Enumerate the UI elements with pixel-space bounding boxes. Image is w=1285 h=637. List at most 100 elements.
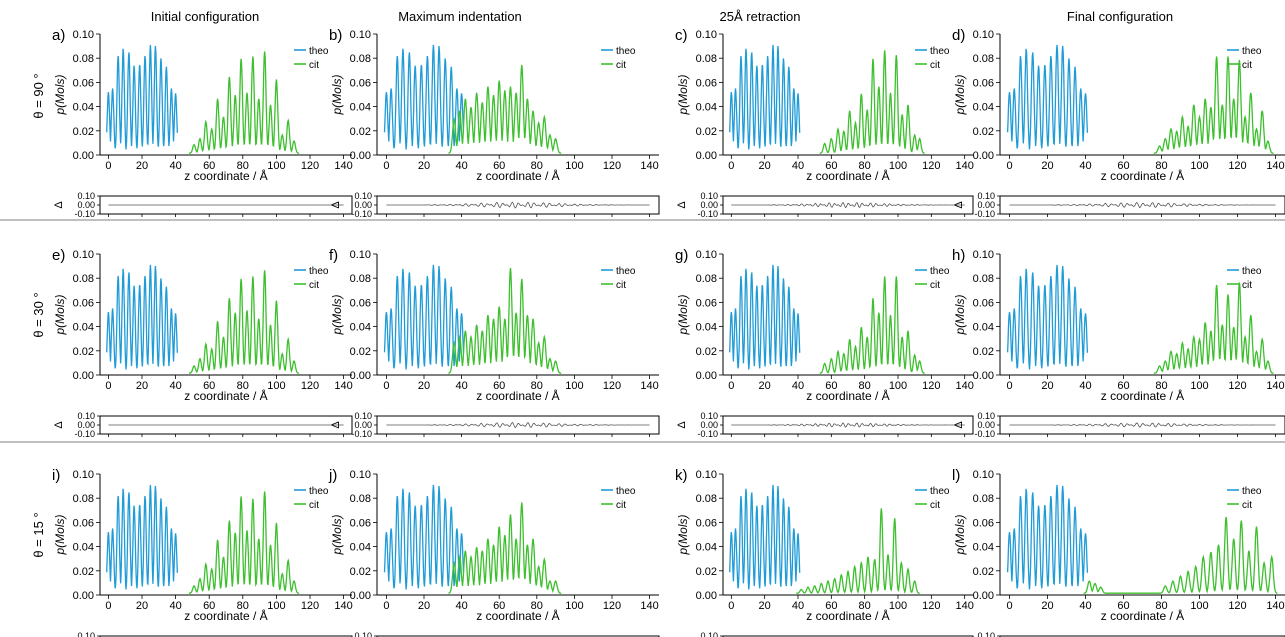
- x-tick-label: 140: [1266, 160, 1284, 172]
- x-tick-label: 0: [383, 600, 389, 612]
- series-line-cit: [189, 270, 300, 374]
- row-label-theta-90: θ = 90 °: [31, 73, 46, 118]
- y-tick-label: 0.06: [696, 517, 717, 529]
- x-tick-label: 60: [493, 160, 505, 172]
- x-tick-label: 80: [1155, 600, 1167, 612]
- x-tick-label: 0: [728, 380, 734, 392]
- y-tick-label: 0.06: [696, 77, 717, 89]
- y-tick-label: 0.08: [696, 273, 717, 285]
- y-tick-label: 0.00: [973, 150, 994, 162]
- x-tick-label: 0: [1006, 380, 1012, 392]
- series-line-cit: [1153, 56, 1274, 154]
- y-tick-label: 0.04: [696, 102, 717, 114]
- x-tick-label: 80: [531, 600, 543, 612]
- diff-y-tick-label: 0.10: [354, 191, 372, 201]
- x-tick-label: 80: [237, 160, 249, 172]
- x-tick-label: 0: [383, 380, 389, 392]
- x-axis-label: z coordinate / Å: [1101, 608, 1184, 623]
- diff-y-tick-label: 0.00: [77, 200, 95, 210]
- y-tick-label: 0.04: [73, 102, 94, 114]
- column-title-initial: Initial configuration: [151, 9, 259, 24]
- legend-label-theo: theo: [930, 486, 950, 497]
- x-tick-label: 80: [531, 380, 543, 392]
- x-tick-label: 60: [1117, 600, 1129, 612]
- y-tick-label: 0.00: [73, 370, 94, 382]
- y-axis-label: p(Mols): [330, 294, 344, 335]
- x-tick-label: 100: [889, 380, 907, 392]
- y-tick-label: 0.06: [73, 517, 94, 529]
- series-line-cit: [1083, 516, 1278, 594]
- legend-label-cit: cit: [616, 500, 626, 511]
- x-tick-label: 60: [493, 600, 505, 612]
- diff-subplot-frame: [99, 635, 353, 637]
- x-tick-label: 40: [792, 380, 804, 392]
- series-line-theo: [729, 484, 801, 590]
- series-line-cit: [796, 508, 920, 595]
- y-tick-label: 0.04: [696, 542, 717, 554]
- diff-y-tick-label: -0.10: [974, 429, 995, 439]
- x-axis-label: z coordinate / Å: [184, 608, 267, 623]
- y-tick-label: 0.08: [350, 53, 371, 65]
- panel-l: l) 0.00 0.02 0.04 0.06 0.08 0.10 p(Mols) 0 20 40 60…: [952, 467, 1285, 637]
- y-tick-label: 0.00: [350, 590, 371, 602]
- x-tick-label: 60: [1117, 380, 1129, 392]
- x-tick-label: 120: [301, 160, 319, 172]
- y-tick-label: 0.10: [73, 249, 94, 261]
- x-tick-label: 100: [267, 160, 285, 172]
- diff-y-tick-label: 0.00: [354, 420, 372, 430]
- y-tick-label: 0.00: [73, 590, 94, 602]
- panel-letter: k): [675, 467, 688, 484]
- x-tick-label: 120: [1228, 160, 1246, 172]
- x-tick-label: 20: [136, 380, 148, 392]
- x-tick-label: 20: [1041, 380, 1053, 392]
- y-tick-label: 0.02: [73, 126, 94, 138]
- y-tick-label: 0.04: [696, 322, 717, 334]
- x-tick-label: 40: [169, 160, 181, 172]
- y-axis-label: p(Mols): [53, 514, 67, 555]
- panel-a: a) 0.00 0.02 0.04 0.06 0.08 0.10 p(Mols) 0 20 40 60…: [52, 27, 353, 219]
- x-tick-label: 20: [136, 600, 148, 612]
- x-tick-label: 80: [859, 600, 871, 612]
- x-tick-label: 100: [267, 380, 285, 392]
- y-tick-label: 0.08: [350, 493, 371, 505]
- series-line-cit: [448, 64, 562, 154]
- panel-k: k) 0.00 0.02 0.04 0.06 0.08 0.10 p(Mols) 0 20 40 60…: [675, 467, 974, 637]
- x-axis-label: z coordinate / Å: [1101, 388, 1184, 403]
- y-tick-label: 0.02: [350, 126, 371, 138]
- x-tick-label: 120: [1228, 600, 1246, 612]
- x-tick-label: 80: [1155, 380, 1167, 392]
- y-tick-label: 0.04: [73, 322, 94, 334]
- y-tick-label: 0.06: [73, 297, 94, 309]
- y-tick-label: 0.00: [973, 370, 994, 382]
- y-tick-label: 0.10: [696, 469, 717, 481]
- x-tick-label: 80: [237, 380, 249, 392]
- x-tick-label: 0: [728, 160, 734, 172]
- panel-i: i) 0.00 0.02 0.04 0.06 0.08 0.10 p(Mols) 0 20 40 60…: [52, 467, 353, 637]
- y-tick-label: 0.08: [350, 273, 371, 285]
- x-tick-label: 140: [334, 380, 352, 392]
- y-tick-label: 0.06: [973, 77, 994, 89]
- y-tick-label: 0.10: [696, 249, 717, 261]
- diff-y-tick-label: -0.10: [974, 209, 995, 219]
- series-line-cit: [448, 502, 562, 594]
- y-tick-label: 0.04: [350, 542, 371, 554]
- x-tick-label: 120: [301, 380, 319, 392]
- diff-axis-label: Δ: [953, 421, 965, 429]
- x-tick-label: 140: [1266, 600, 1284, 612]
- x-tick-label: 60: [825, 380, 837, 392]
- y-tick-label: 0.08: [973, 53, 994, 65]
- panel-g: g) 0.00 0.02 0.04 0.06 0.08 0.10 p(Mols) 0 20 40 60…: [675, 247, 974, 439]
- x-tick-label: 40: [455, 380, 467, 392]
- y-tick-label: 0.06: [73, 77, 94, 89]
- legend-label-theo: theo: [930, 46, 950, 57]
- legend-label-cit: cit: [309, 60, 319, 71]
- x-tick-label: 120: [922, 380, 940, 392]
- x-axis-label: z coordinate / Å: [806, 388, 889, 403]
- diff-y-tick-label: 0.00: [700, 200, 718, 210]
- series-line-cit: [189, 491, 300, 594]
- x-tick-label: 40: [1079, 600, 1091, 612]
- y-axis-label: p(Mols): [953, 74, 967, 115]
- x-tick-label: 20: [759, 600, 771, 612]
- legend-label-theo: theo: [616, 486, 636, 497]
